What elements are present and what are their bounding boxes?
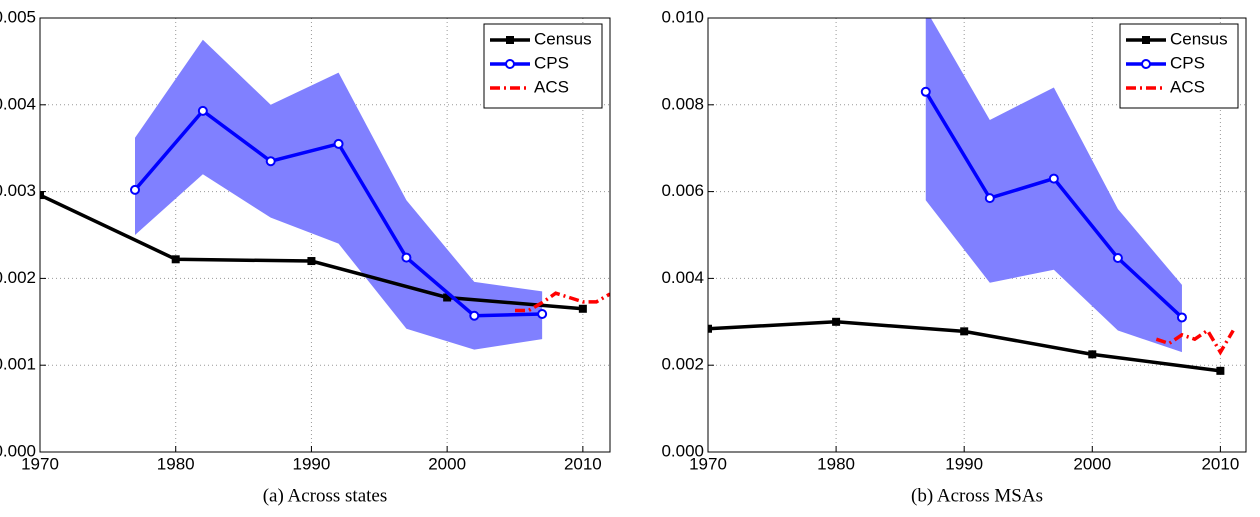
x-tick-label: 2000 (428, 454, 466, 473)
y-tick-label: 0.005 (0, 7, 36, 26)
point (130, 184, 140, 195)
point (333, 138, 344, 149)
legend-label: Census (1170, 29, 1228, 48)
line (1155, 327, 1235, 356)
point (307, 257, 316, 266)
y-tick-label: 0.002 (661, 355, 704, 374)
point (1216, 366, 1225, 375)
y-tick-label: 0.001 (0, 355, 36, 374)
point (920, 86, 931, 97)
y-tick-label: 0.003 (0, 181, 36, 200)
y-tick-label: 0.002 (0, 268, 36, 287)
x-tick-label: 2010 (564, 454, 602, 473)
point (1112, 253, 1123, 264)
y-tick-label: 0.000 (661, 441, 704, 460)
x-tick-label: 1980 (157, 454, 195, 473)
point (578, 304, 587, 313)
point (265, 156, 276, 167)
confidence-band (135, 39, 543, 350)
legend-label: ACS (534, 77, 569, 96)
x-tick-label: 1990 (945, 454, 983, 473)
x-tick-label: 1970 (689, 454, 727, 473)
point (469, 310, 480, 321)
point (171, 255, 180, 264)
point (708, 324, 712, 333)
axes-frame (39, 17, 611, 453)
plot-area (708, 18, 1235, 375)
point (1048, 173, 1059, 184)
x-tick-label: 1970 (21, 454, 59, 473)
point (832, 317, 841, 326)
legend-box (1119, 23, 1239, 109)
caption: (a) Across states (263, 485, 388, 506)
legend-label: Census (534, 29, 592, 48)
y-tick-label: 0.008 (661, 94, 704, 113)
x-tick-label: 2000 (1073, 454, 1111, 473)
plot-area (40, 39, 610, 350)
point (401, 252, 412, 263)
point (443, 293, 452, 302)
point (1088, 350, 1097, 359)
legend: Census CPS ACS (1119, 23, 1239, 109)
x-tick-label: 1990 (293, 454, 331, 473)
legend-marker (1142, 36, 1150, 44)
x-tick-label: 2010 (1201, 454, 1239, 473)
legend-marker (506, 36, 514, 44)
y-tick-label: 0.006 (661, 181, 704, 200)
point (984, 193, 995, 204)
legend-label: CPS (534, 53, 569, 72)
caption: (b) Across MSAs (911, 485, 1043, 506)
legend-marker (1141, 59, 1151, 69)
legend-marker (505, 59, 515, 69)
point (197, 105, 208, 116)
legend-label: CPS (1170, 53, 1205, 72)
legend-label: ACS (1170, 77, 1205, 96)
y-tick-label: 0.004 (0, 94, 36, 113)
axes-frame (707, 17, 1247, 453)
legend: Census CPS ACS (483, 23, 603, 109)
legend-box (483, 23, 603, 109)
subplot: 0.000 0.001 0.002 0.003 0.004 0.005 1970 1980 19… (0, 7, 611, 506)
subplot: 0.000 0.002 0.004 0.006 0.008 0.010 1970 1980 19… (661, 7, 1247, 506)
point (537, 308, 548, 319)
y-tick-label: 0.000 (0, 441, 36, 460)
y-tick-label: 0.010 (661, 7, 704, 26)
line (515, 291, 610, 313)
confidence-band (925, 18, 1182, 353)
y-tick-label: 0.004 (661, 268, 704, 287)
point (960, 327, 969, 336)
point (40, 191, 44, 200)
x-tick-label: 1980 (817, 454, 855, 473)
point (1176, 312, 1187, 323)
